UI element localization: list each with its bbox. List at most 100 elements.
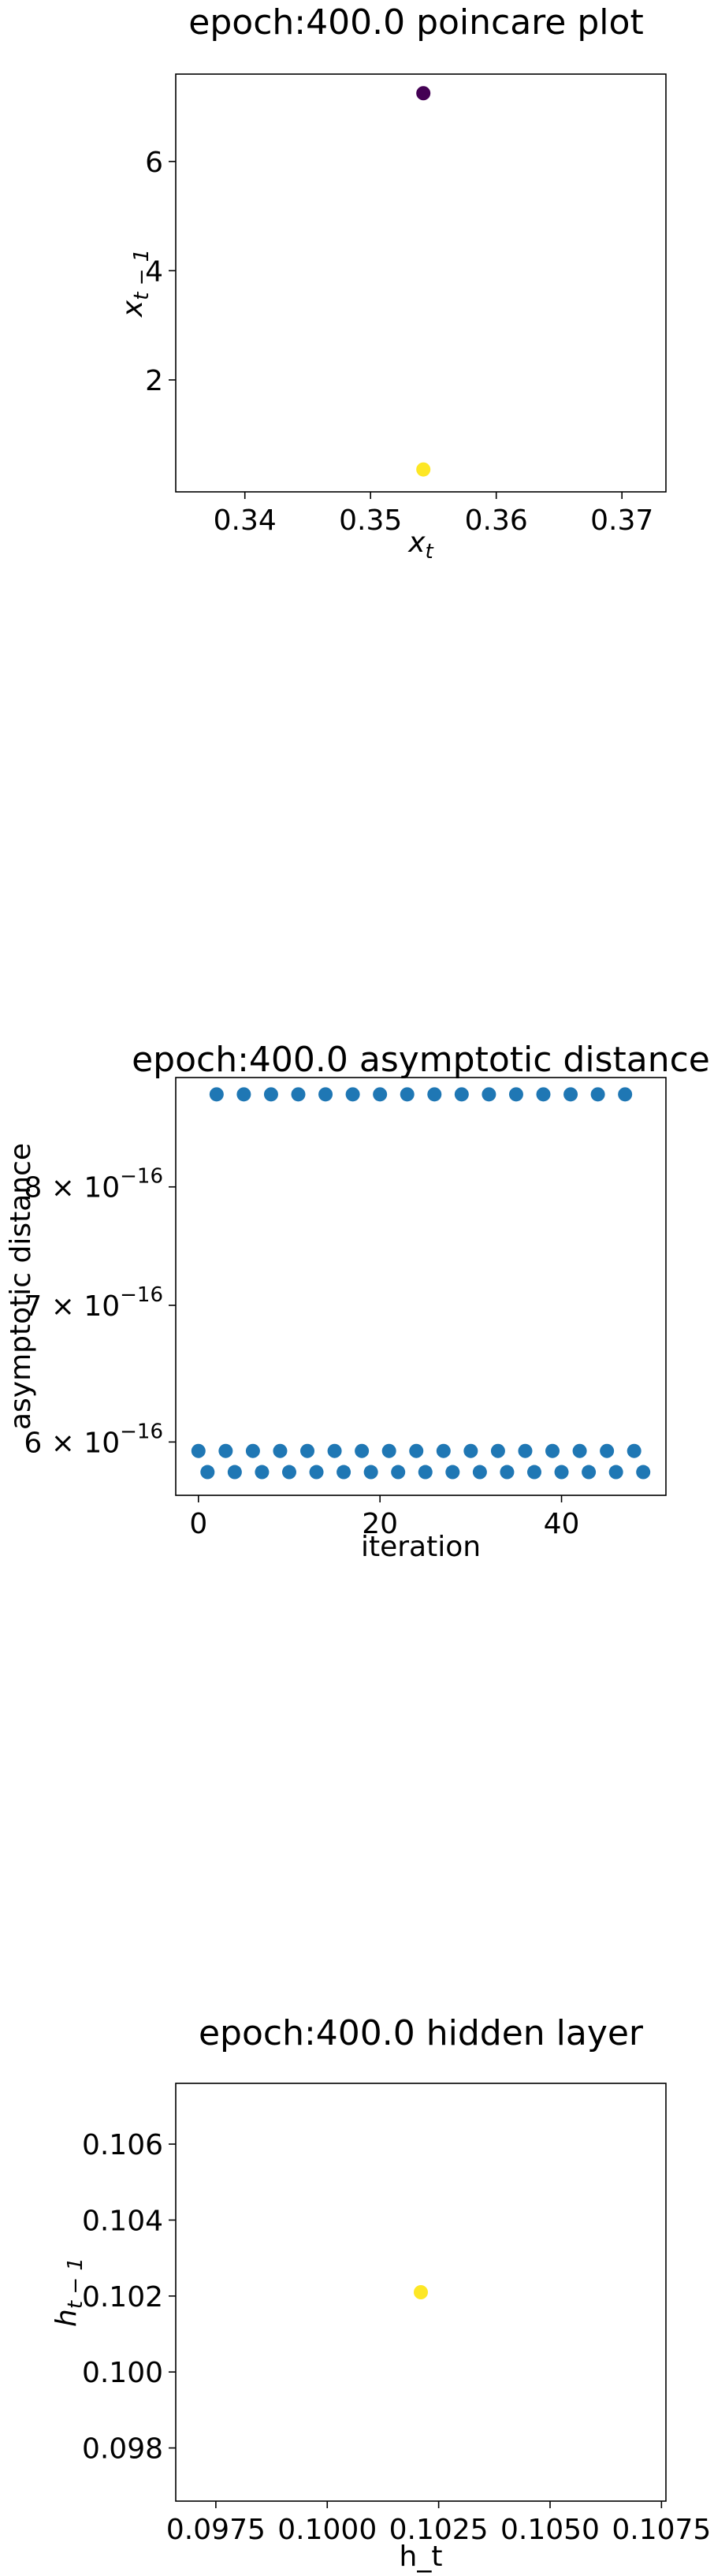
poincare-y-label-base: x [117,300,149,318]
asymptotic-y-tick-mantissa: 7 × 10 [24,1290,120,1323]
hidden-points [414,2285,428,2299]
asymptotic-point [436,1443,451,1458]
hidden-y-tick-label: 0.104 [82,2205,163,2237]
asymptotic-x-tick-label: 0 [189,1508,207,1540]
hidden-layer-plot: epoch:400.0 hidden layer 0.0975 0.1000 0.1… [50,2013,711,2573]
asymptotic-point [554,1465,569,1480]
asymptotic-point [463,1443,478,1458]
asymptotic-point [363,1465,378,1480]
asymptotic-point [255,1465,270,1480]
poincare-y-label-sub: t − 1 [130,249,154,300]
poincare-x-tick-label: 0.36 [465,504,528,537]
asymptotic-point [409,1443,424,1458]
asymptotic-point [263,1087,278,1102]
asymptotic-y-tick-exponent: −16 [120,1283,163,1307]
poincare-x-tick-label: 0.37 [590,504,653,537]
poincare-y-tick-label: 4 [145,255,163,288]
poincare-x-label-base: x [407,527,426,559]
hidden-point [414,2285,428,2299]
asymptotic-point [418,1465,433,1480]
asymptotic-point [472,1465,487,1480]
hidden-title: epoch:400.0 hidden layer [199,2013,644,2053]
poincare-y-label: xt − 1 [117,249,154,318]
poincare-y-tick-label: 2 [145,365,163,397]
asymptotic-y-tick-label: 6 × 10−16 [24,1420,163,1459]
poincare-x-label-sub: t [426,540,434,564]
asymptotic-x-ticks: 0 20 40 [189,1495,579,1540]
asymptotic-point [445,1465,460,1480]
asymptotic-point [355,1443,370,1458]
poincare-title: epoch:400.0 poincare plot [188,2,643,43]
asymptotic-point [572,1443,587,1458]
asymptotic-point [590,1087,605,1102]
asymptotic-x-tick-label: 40 [544,1508,580,1540]
asymptotic-point [236,1087,251,1102]
poincare-point [416,462,431,477]
poincare-plot-area [175,73,667,493]
asymptotic-point [608,1465,623,1480]
asymptotic-distance-plot: epoch:400.0 asymptotic distance 0 20 40 6 … [5,1040,710,1563]
hidden-y-tick-label: 0.102 [82,2281,163,2314]
asymptotic-point [400,1087,415,1102]
poincare-point [416,86,431,101]
asymptotic-point [490,1443,505,1458]
asymptotic-point [309,1465,324,1480]
asymptotic-point [427,1087,442,1102]
asymptotic-plot-area [175,1077,667,1496]
asymptotic-y-ticks: 6 × 10−167 × 10−168 × 10−16 [24,1165,176,1459]
asymptotic-point [373,1087,388,1102]
poincare-plot: epoch:400.0 poincare plot 0.34 0.35 0.36 0.… [117,2,667,564]
asymptotic-point [600,1443,615,1458]
asymptotic-point [508,1087,523,1102]
hidden-y-label: ht − 1 [50,2258,87,2327]
asymptotic-point [526,1465,541,1480]
asymptotic-point [391,1465,406,1480]
poincare-x-ticks: 0.34 0.35 0.36 0.37 [214,492,653,537]
asymptotic-point [245,1443,260,1458]
asymptotic-point [227,1465,242,1480]
asymptotic-point [318,1087,333,1102]
asymptotic-point [454,1087,469,1102]
asymptotic-point [345,1087,360,1102]
hidden-y-ticks: 0.098 0.100 0.102 0.104 0.106 [82,2129,176,2466]
asymptotic-point [563,1087,578,1102]
asymptotic-point [518,1443,533,1458]
hidden-x-tick-label: 0.1025 [389,2514,489,2546]
asymptotic-point [381,1443,396,1458]
hidden-x-tick-label: 0.1000 [277,2514,377,2546]
asymptotic-x-tick-label: 20 [362,1508,398,1540]
hidden-y-tick-label: 0.098 [82,2433,163,2466]
asymptotic-point [627,1443,641,1458]
asymptotic-point [636,1465,651,1480]
hidden-x-tick-label: 0.1075 [612,2514,711,2546]
poincare-x-tick-label: 0.35 [339,504,402,537]
asymptotic-title: epoch:400.0 asymptotic distance [132,1040,710,1080]
asymptotic-point [327,1443,342,1458]
asymptotic-point [291,1087,306,1102]
asymptotic-y-tick-exponent: −16 [120,1165,163,1189]
asymptotic-point [337,1465,351,1480]
asymptotic-y-tick-exponent: −16 [120,1420,163,1443]
poincare-y-ticks: 2 4 6 [145,147,176,397]
asymptotic-point [500,1465,515,1480]
hidden-y-tick-label: 0.106 [82,2129,163,2161]
hidden-plot-area [175,2083,667,2502]
poincare-points [416,86,431,477]
hidden-x-tick-label: 0.0975 [166,2514,266,2546]
hidden-x-ticks: 0.0975 0.1000 0.1025 0.1050 0.1075 [166,2501,711,2546]
asymptotic-point [191,1443,206,1458]
asymptotic-point [209,1087,224,1102]
asymptotic-point [545,1443,560,1458]
asymptotic-point [300,1443,315,1458]
asymptotic-y-label: asymptotic distance [5,1143,37,1430]
asymptotic-x-label: iteration [361,1531,481,1563]
hidden-y-label-sub: t − 1 [64,2258,87,2309]
asymptotic-point [218,1443,233,1458]
hidden-y-label-base: h [50,2309,83,2327]
asymptotic-points [191,1087,651,1480]
poincare-x-label: xt [407,527,433,564]
asymptotic-y-tick-label: 8 × 10−16 [24,1165,163,1204]
asymptotic-point [482,1087,496,1102]
asymptotic-point [200,1465,215,1480]
